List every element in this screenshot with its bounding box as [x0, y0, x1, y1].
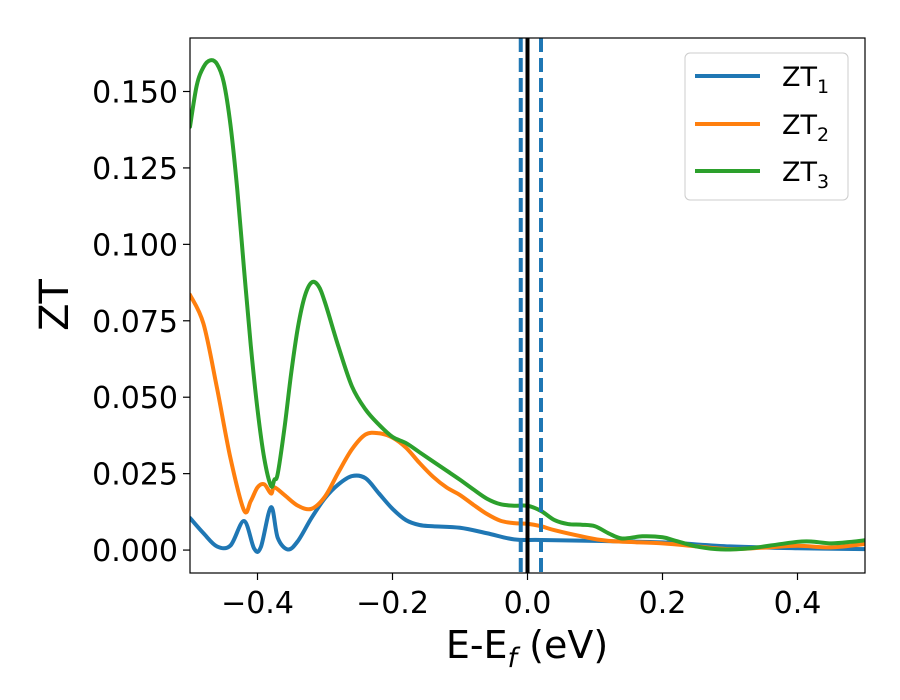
series-line-zt1: [190, 473, 865, 554]
x-tick-label: 0.2: [639, 586, 687, 621]
y-tick-label: 0.025: [92, 458, 178, 493]
y-axis-title: ZT: [32, 279, 78, 331]
y-tick-label: 0.050: [92, 381, 178, 416]
y-axis-ticks: 0.000 0.025 0.050 0.075 0.100 0.125 0.150: [92, 76, 190, 569]
y-tick-label: 0.000: [92, 534, 178, 569]
series-line-zt3: [190, 58, 865, 552]
fermi-level-lines: [518, 38, 543, 573]
series-line-zt2: [190, 292, 865, 552]
x-axis-ticks: −0.4 −0.2 0.0 0.2 0.4: [221, 573, 821, 621]
legend: ZT1 ZT2 ZT3: [684, 52, 849, 201]
x-tick-label: 0.0: [504, 586, 552, 621]
x-tick-label: −0.4: [221, 586, 294, 621]
legend-box: [684, 52, 849, 201]
y-tick-label: 0.150: [92, 76, 178, 111]
legend-label-zt2: ZT2: [782, 110, 829, 146]
y-tick-label: 0.100: [92, 228, 178, 263]
x-tick-label: 0.4: [774, 586, 822, 621]
y-tick-label: 0.125: [92, 152, 178, 187]
legend-label-zt3: ZT3: [782, 157, 829, 193]
y-tick-label: 0.075: [92, 305, 178, 340]
x-axis-title: E-Ef (eV): [446, 623, 608, 674]
series-lines: [190, 58, 865, 554]
x-tick-label: −0.2: [356, 586, 429, 621]
legend-label-zt1: ZT1: [782, 62, 829, 98]
